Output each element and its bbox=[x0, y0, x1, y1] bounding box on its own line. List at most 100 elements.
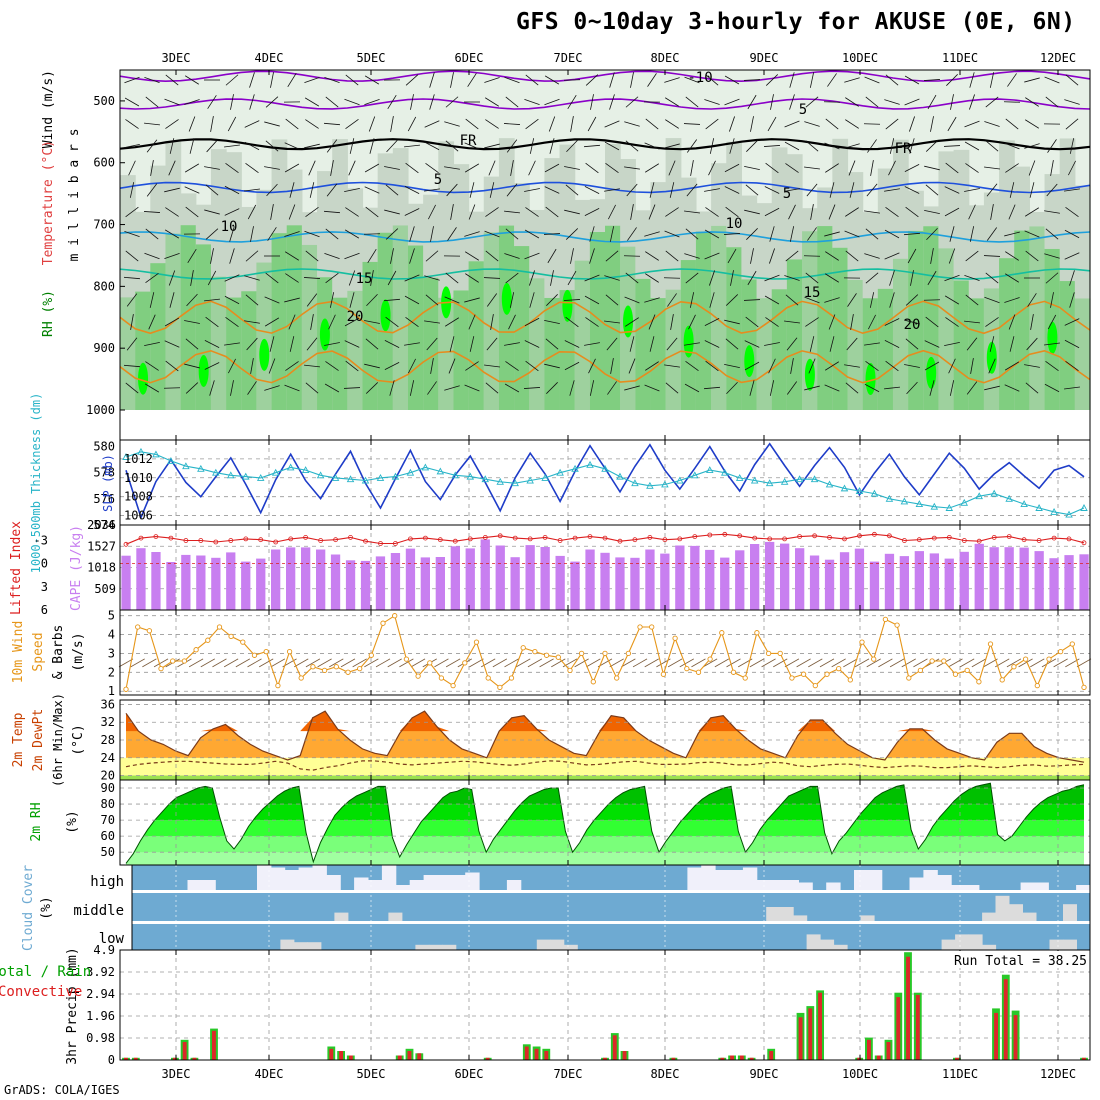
wind-barb bbox=[729, 138, 735, 154]
rh-band-moist bbox=[1074, 298, 1091, 410]
wind-barb bbox=[125, 206, 139, 218]
wind-barb bbox=[885, 360, 899, 372]
thickness-marker bbox=[361, 476, 370, 484]
isotherm-20 bbox=[119, 300, 1091, 335]
pressure-tick-label: 600 bbox=[93, 156, 115, 170]
rh-saturated-cell bbox=[198, 354, 209, 387]
lifted-index-marker bbox=[198, 538, 204, 543]
thickness-marker bbox=[212, 468, 220, 476]
wind-barb bbox=[464, 297, 480, 303]
cloud-cover-low bbox=[941, 939, 956, 950]
wind-barb bbox=[349, 138, 355, 154]
wind-barb bbox=[805, 317, 819, 327]
cape-bar bbox=[735, 550, 745, 610]
wind-barb bbox=[385, 184, 399, 196]
lifted-index-marker bbox=[542, 535, 548, 540]
pressure-tick-label: 700 bbox=[93, 218, 115, 232]
thickness-marker bbox=[1080, 504, 1088, 511]
wind-barb bbox=[685, 272, 699, 284]
wind-barb bbox=[828, 204, 836, 220]
precip-convective-bar bbox=[1003, 979, 1008, 1060]
precip-convective-bar bbox=[867, 1039, 871, 1060]
wind-barb bbox=[965, 250, 979, 262]
wind-tick-label: 1 bbox=[108, 684, 115, 698]
wind-barb bbox=[264, 317, 280, 327]
wind-speed-marker bbox=[123, 686, 129, 692]
wind-barb bbox=[1064, 318, 1080, 326]
rh-saturated-cell bbox=[1047, 321, 1058, 354]
wind-barb bbox=[469, 182, 475, 198]
rh-band-moist bbox=[226, 297, 242, 410]
wind-barb-10m bbox=[188, 658, 204, 668]
wind-barb bbox=[904, 319, 920, 325]
rh-saturated-cell bbox=[865, 363, 876, 396]
wind-barb bbox=[330, 160, 334, 176]
axis-label-wind-units: (m/s) bbox=[71, 632, 86, 671]
cape-bar bbox=[585, 549, 595, 610]
wind-barb bbox=[529, 270, 535, 286]
thickness-marker bbox=[227, 471, 235, 479]
wind-barb bbox=[548, 116, 556, 132]
cloud-cover-low bbox=[307, 942, 322, 950]
wind-barb bbox=[204, 362, 220, 370]
precip-convective-bar bbox=[769, 1051, 774, 1060]
wind-barb bbox=[626, 183, 638, 197]
wind-barb bbox=[806, 183, 818, 197]
wind-barb bbox=[589, 248, 595, 264]
contour-label: 5 bbox=[783, 186, 791, 202]
thickness-marker bbox=[1005, 494, 1013, 502]
wind-barb bbox=[969, 226, 975, 242]
wind-barb bbox=[407, 116, 417, 132]
cape-bar bbox=[375, 556, 386, 610]
wind-barb bbox=[984, 166, 1000, 170]
wind-barb bbox=[625, 96, 639, 108]
wind-barb bbox=[604, 275, 620, 281]
wind-barb bbox=[184, 163, 200, 173]
lifted-index-marker bbox=[183, 538, 189, 543]
precip-convective-bar bbox=[906, 956, 910, 1060]
rh-band-moist bbox=[301, 244, 318, 410]
precip-convective-bar bbox=[133, 1057, 138, 1060]
contour-label: 20 bbox=[904, 317, 921, 333]
wind-barb bbox=[425, 162, 439, 174]
wind-barb bbox=[984, 385, 1000, 391]
cloud-cover-high bbox=[187, 880, 202, 890]
precip-convective-bar bbox=[407, 1051, 412, 1060]
wind-barb bbox=[845, 382, 859, 394]
wind-speed-marker bbox=[695, 669, 702, 675]
rh-band-moist bbox=[756, 298, 773, 410]
rh-band-moist bbox=[999, 258, 1015, 410]
isotherm-10 bbox=[119, 231, 1091, 243]
rh-saturated-cell bbox=[986, 341, 997, 374]
wind-barb bbox=[929, 380, 935, 396]
wind-barb bbox=[789, 94, 795, 110]
wind-barb-10m bbox=[854, 658, 870, 668]
wind-barb bbox=[645, 361, 659, 371]
wind-speed-marker bbox=[240, 639, 246, 645]
cape-bar bbox=[330, 554, 341, 610]
wind-barb bbox=[185, 382, 199, 394]
wind-barb bbox=[426, 337, 438, 351]
wind-barb bbox=[1044, 342, 1060, 346]
cloud-cover-low bbox=[833, 944, 848, 950]
wind-speed-marker bbox=[941, 658, 947, 664]
wind-speed-marker bbox=[1011, 664, 1017, 670]
wind-barb-10m bbox=[270, 658, 286, 668]
wind-barb bbox=[867, 139, 877, 153]
wind-speed-marker bbox=[228, 633, 234, 640]
lifted-index-marker bbox=[497, 533, 503, 539]
wind-barb bbox=[824, 231, 840, 237]
wind-barb bbox=[905, 294, 919, 306]
cape-bar bbox=[390, 553, 401, 610]
wind-tick-label: 3 bbox=[108, 646, 115, 660]
wind-barb bbox=[386, 139, 398, 153]
wind-barb bbox=[190, 270, 194, 286]
wind-barb bbox=[1044, 253, 1060, 259]
precip-convective-bar bbox=[348, 1055, 353, 1060]
wind-barb bbox=[708, 160, 716, 176]
wind-barb bbox=[1027, 293, 1037, 307]
wind-barb-10m bbox=[294, 658, 309, 668]
wind-barb bbox=[384, 166, 400, 170]
wind-barb bbox=[405, 162, 419, 174]
wind-barb bbox=[224, 295, 240, 305]
